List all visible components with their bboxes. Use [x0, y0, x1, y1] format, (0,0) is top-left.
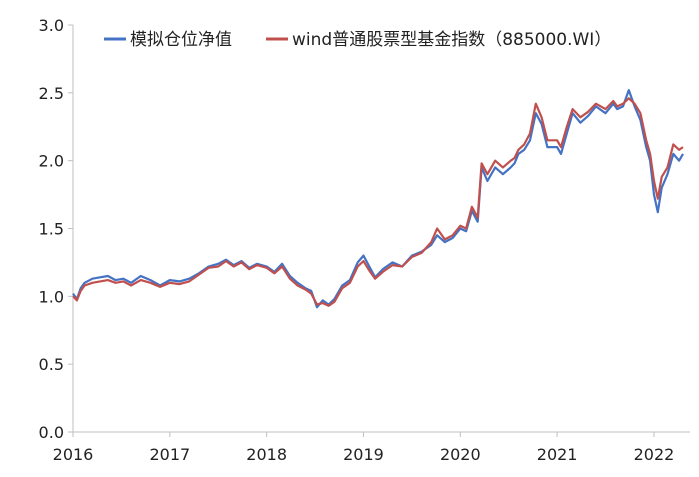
x-tick-label: 2021 — [537, 445, 578, 464]
legend-label-series-2: wind普通股票型基金指数（885000.WI） — [292, 30, 611, 50]
series-lines — [72, 89, 684, 309]
x-tick-label: 2022 — [634, 445, 675, 464]
y-tick-label: 2.5 — [39, 84, 64, 103]
x-tick-label: 2016 — [53, 445, 94, 464]
y-tick-label: 3.0 — [39, 16, 64, 35]
y-tick-label: 2.0 — [39, 152, 64, 171]
y-tick-label: 0.5 — [39, 355, 64, 374]
series-line-2 — [72, 97, 684, 307]
axes — [72, 25, 690, 433]
x-tick-labels: 2016 2017 2018 2019 2020 2021 2022 — [53, 432, 675, 464]
x-tick-label: 2018 — [246, 445, 287, 464]
x-tick-label: 2020 — [440, 445, 481, 464]
x-tick-label: 2019 — [343, 445, 384, 464]
legend: 模拟仓位净值 wind普通股票型基金指数（885000.WI） — [104, 30, 611, 50]
legend-label-series-1: 模拟仓位净值 — [130, 30, 232, 50]
y-tick-labels: 0.0 0.5 1.0 1.5 2.0 2.5 3.0 — [39, 16, 73, 442]
y-tick-label: 1.5 — [39, 220, 64, 239]
series-line-1 — [72, 89, 684, 309]
y-tick-label: 0.0 — [39, 423, 64, 442]
y-tick-label: 1.0 — [39, 287, 64, 306]
x-tick-label: 2017 — [149, 445, 190, 464]
